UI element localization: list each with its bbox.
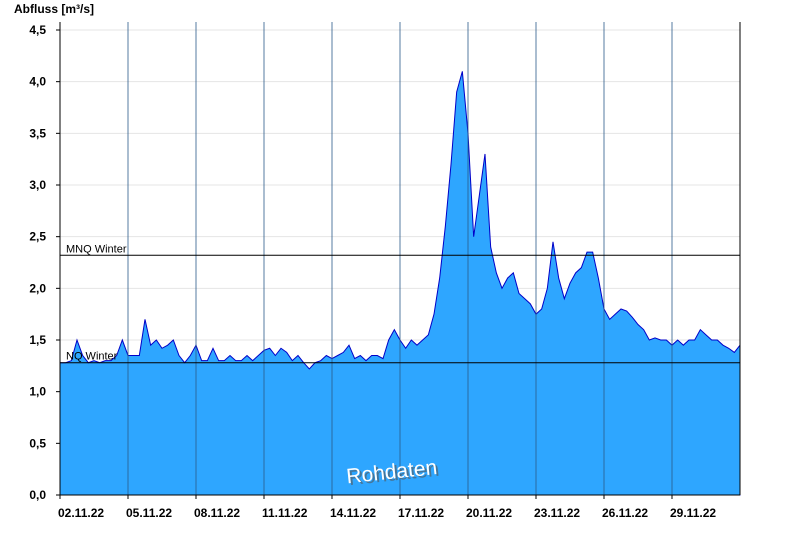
reference-label: NQ Winter xyxy=(66,351,118,363)
y-tick-label: 2,5 xyxy=(29,230,46,244)
x-tick-label: 20.11.22 xyxy=(466,506,512,520)
y-tick-label: 2,0 xyxy=(29,281,46,295)
y-tick-label: 3,5 xyxy=(29,126,46,140)
x-tick-label: 29.11.22 xyxy=(670,506,716,520)
y-tick-label: 0,0 xyxy=(29,488,46,502)
x-tick-label: 05.11.22 xyxy=(126,506,172,520)
area xyxy=(59,71,741,496)
x-tick-label: 02.11.22 xyxy=(58,506,104,520)
x-tick-label: 14.11.22 xyxy=(330,506,376,520)
x-tick-label: 23.11.22 xyxy=(534,506,580,520)
x-tick-label: 11.11.22 xyxy=(262,506,308,520)
x-tick-label: 08.11.22 xyxy=(194,506,240,520)
y-tick-label: 4,5 xyxy=(29,23,46,37)
reference-label: MNQ Winter xyxy=(66,243,127,255)
x-tick-label: 17.11.22 xyxy=(398,506,444,520)
y-tick-label: 0,5 xyxy=(29,436,46,450)
y-tick-label: 4,0 xyxy=(29,75,46,89)
y-tick-label: 3,0 xyxy=(29,178,46,192)
y-tick-label: 1,5 xyxy=(29,333,46,347)
x-tick-label: 26.11.22 xyxy=(602,506,648,520)
y-tick-label: 1,0 xyxy=(29,385,46,399)
chart-title: Abfluss [m³/s] xyxy=(14,2,94,16)
